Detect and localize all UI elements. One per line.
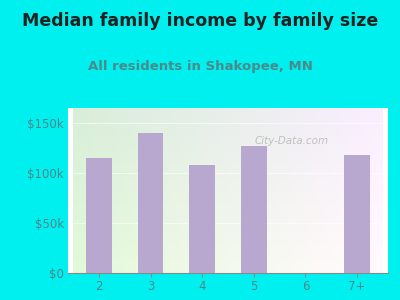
Bar (189, 165, 215, 273)
Bar (344, 155, 370, 273)
Bar (241, 146, 267, 273)
Bar (86, 158, 112, 273)
Text: All residents in Shakopee, MN: All residents in Shakopee, MN (88, 60, 312, 73)
Text: Median family income by family size: Median family income by family size (22, 12, 378, 30)
Text: City-Data.com: City-Data.com (255, 136, 329, 146)
Bar (138, 133, 164, 273)
